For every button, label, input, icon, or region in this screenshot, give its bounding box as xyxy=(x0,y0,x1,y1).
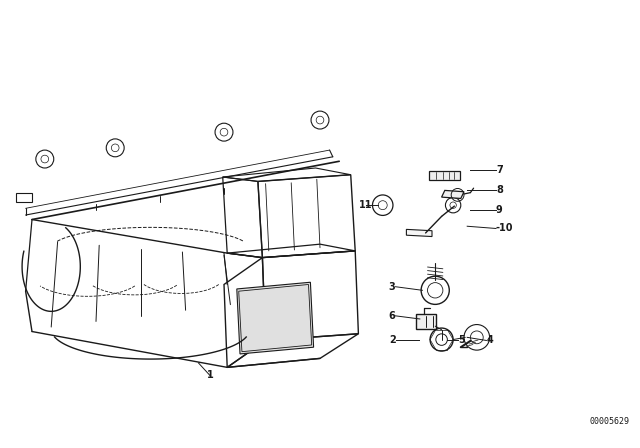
Polygon shape xyxy=(237,282,314,354)
Text: 1: 1 xyxy=(207,370,213,380)
Text: 11: 11 xyxy=(359,200,373,210)
Text: 3: 3 xyxy=(388,282,396,292)
Text: 4: 4 xyxy=(486,336,493,345)
Text: 5: 5 xyxy=(458,335,465,345)
Text: -10: -10 xyxy=(496,224,513,233)
Text: 2: 2 xyxy=(388,335,396,345)
Text: 7: 7 xyxy=(496,165,503,175)
Text: 00005629: 00005629 xyxy=(590,417,630,426)
Text: 6: 6 xyxy=(388,311,396,321)
Polygon shape xyxy=(429,171,460,180)
Polygon shape xyxy=(406,229,432,237)
Text: 9: 9 xyxy=(496,205,503,215)
Polygon shape xyxy=(442,190,464,198)
Text: 8: 8 xyxy=(496,185,503,195)
Polygon shape xyxy=(416,314,436,329)
